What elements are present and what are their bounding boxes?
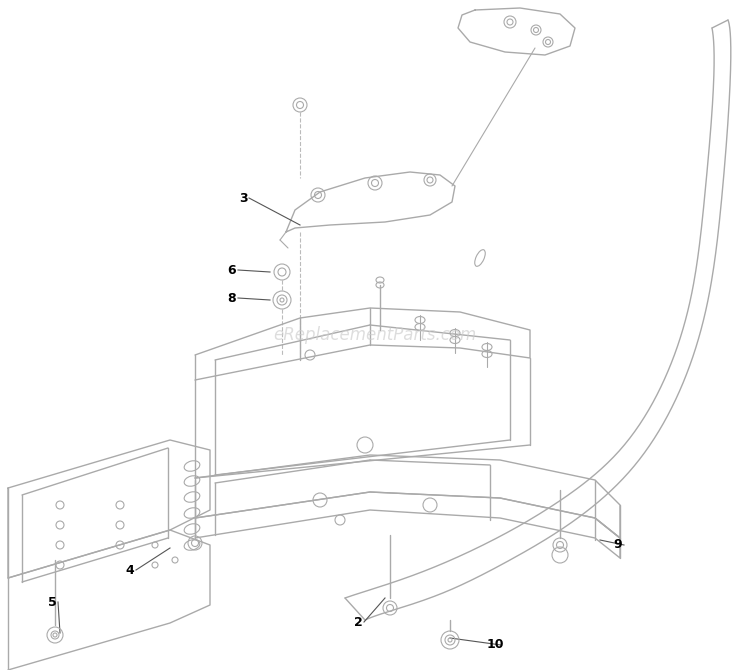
Text: 10: 10 [486, 639, 504, 651]
Text: 8: 8 [228, 291, 236, 304]
Text: eReplacementParts.com: eReplacementParts.com [273, 326, 477, 344]
Text: 9: 9 [614, 539, 622, 551]
Text: 5: 5 [48, 596, 56, 608]
Text: 2: 2 [353, 616, 362, 628]
Text: 3: 3 [238, 192, 248, 204]
Text: 4: 4 [126, 563, 134, 576]
Text: 6: 6 [228, 263, 236, 277]
